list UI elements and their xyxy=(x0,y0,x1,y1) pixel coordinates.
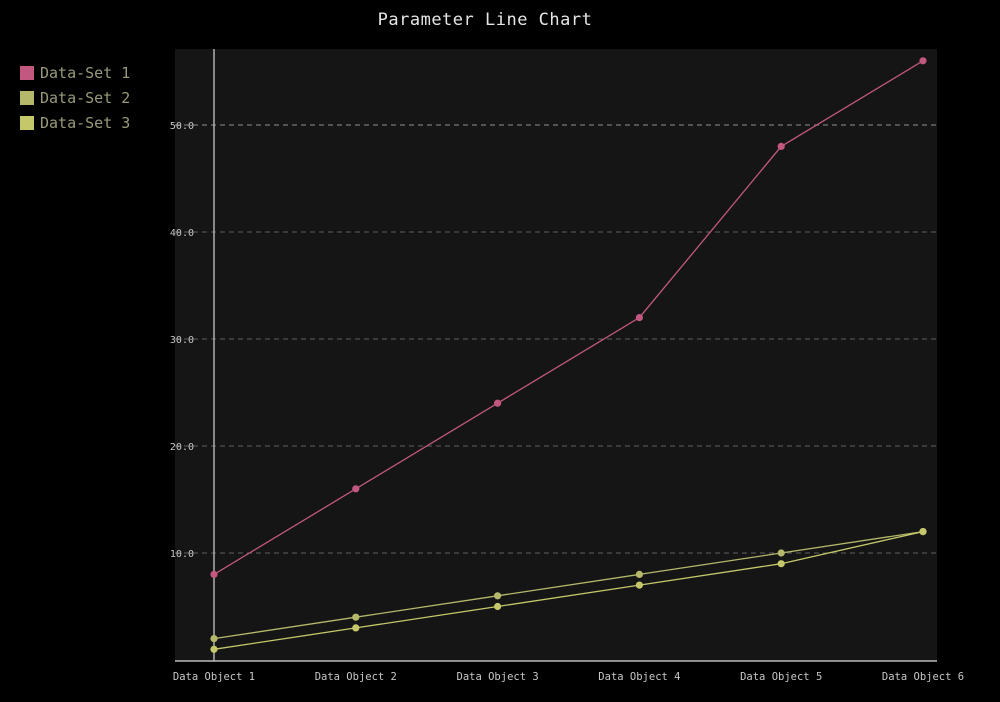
data-point-series-1-5 xyxy=(777,142,785,150)
data-point-series-2-2 xyxy=(352,613,360,621)
y-tick-label-10: 10.0 xyxy=(170,549,194,560)
legend-swatch-series-1 xyxy=(20,65,34,80)
y-tick-label-50: 50.0 xyxy=(170,121,194,132)
y-tick-label-30: 30.0 xyxy=(170,335,194,346)
legend-item-series-2[interactable]: Data-Set 2 xyxy=(20,85,130,110)
legend-label-series-2: Data-Set 2 xyxy=(40,88,131,107)
y-tick-label-20: 20.0 xyxy=(170,442,194,453)
legend-swatch-series-2 xyxy=(20,90,34,105)
x-tick-label-1: Data Object 1 xyxy=(173,671,255,683)
data-point-series-2-1 xyxy=(210,635,218,643)
series-line-3 xyxy=(213,530,924,650)
data-point-series-1-6 xyxy=(919,57,927,65)
data-point-series-3-3 xyxy=(494,602,502,611)
chart-title: Parameter Line Chart xyxy=(377,10,593,30)
series-line-1 xyxy=(213,60,924,575)
legend-swatch-series-3 xyxy=(20,115,34,130)
series-line-2 xyxy=(213,530,924,640)
data-point-series-3-2 xyxy=(352,624,360,632)
x-tick-label-6: Data Object 6 xyxy=(882,671,964,683)
data-point-series-3-4 xyxy=(635,581,644,589)
legend-label-series-3: Data-Set 3 xyxy=(40,113,131,132)
x-tick-label-2: Data Object 2 xyxy=(315,671,397,683)
data-point-series-1-3 xyxy=(494,399,502,407)
y-tick-label-40: 40.0 xyxy=(170,228,194,239)
x-tick-label-5: Data Object 5 xyxy=(740,671,822,683)
legend-label-series-1: Data-Set 1 xyxy=(40,63,131,82)
plot-area xyxy=(175,49,937,661)
chart-legend: Data-Set 1 Data-Set 2 Data-Set 3 xyxy=(20,60,130,135)
data-point-series-1-2 xyxy=(352,485,360,493)
data-point-series-3-6 xyxy=(919,528,927,536)
legend-item-series-3[interactable]: Data-Set 3 xyxy=(20,110,130,135)
data-point-series-3-5 xyxy=(777,560,785,568)
legend-item-series-1[interactable]: Data-Set 1 xyxy=(20,60,130,85)
data-point-series-2-5 xyxy=(777,549,785,557)
data-point-series-1-1 xyxy=(210,570,218,579)
x-tick-label-3: Data Object 3 xyxy=(457,671,539,683)
data-point-series-1-4 xyxy=(635,314,644,322)
data-point-series-2-3 xyxy=(494,592,502,600)
data-point-series-2-4 xyxy=(635,570,644,579)
data-point-series-3-1 xyxy=(210,645,218,653)
x-tick-label-4: Data Object 4 xyxy=(598,671,680,683)
